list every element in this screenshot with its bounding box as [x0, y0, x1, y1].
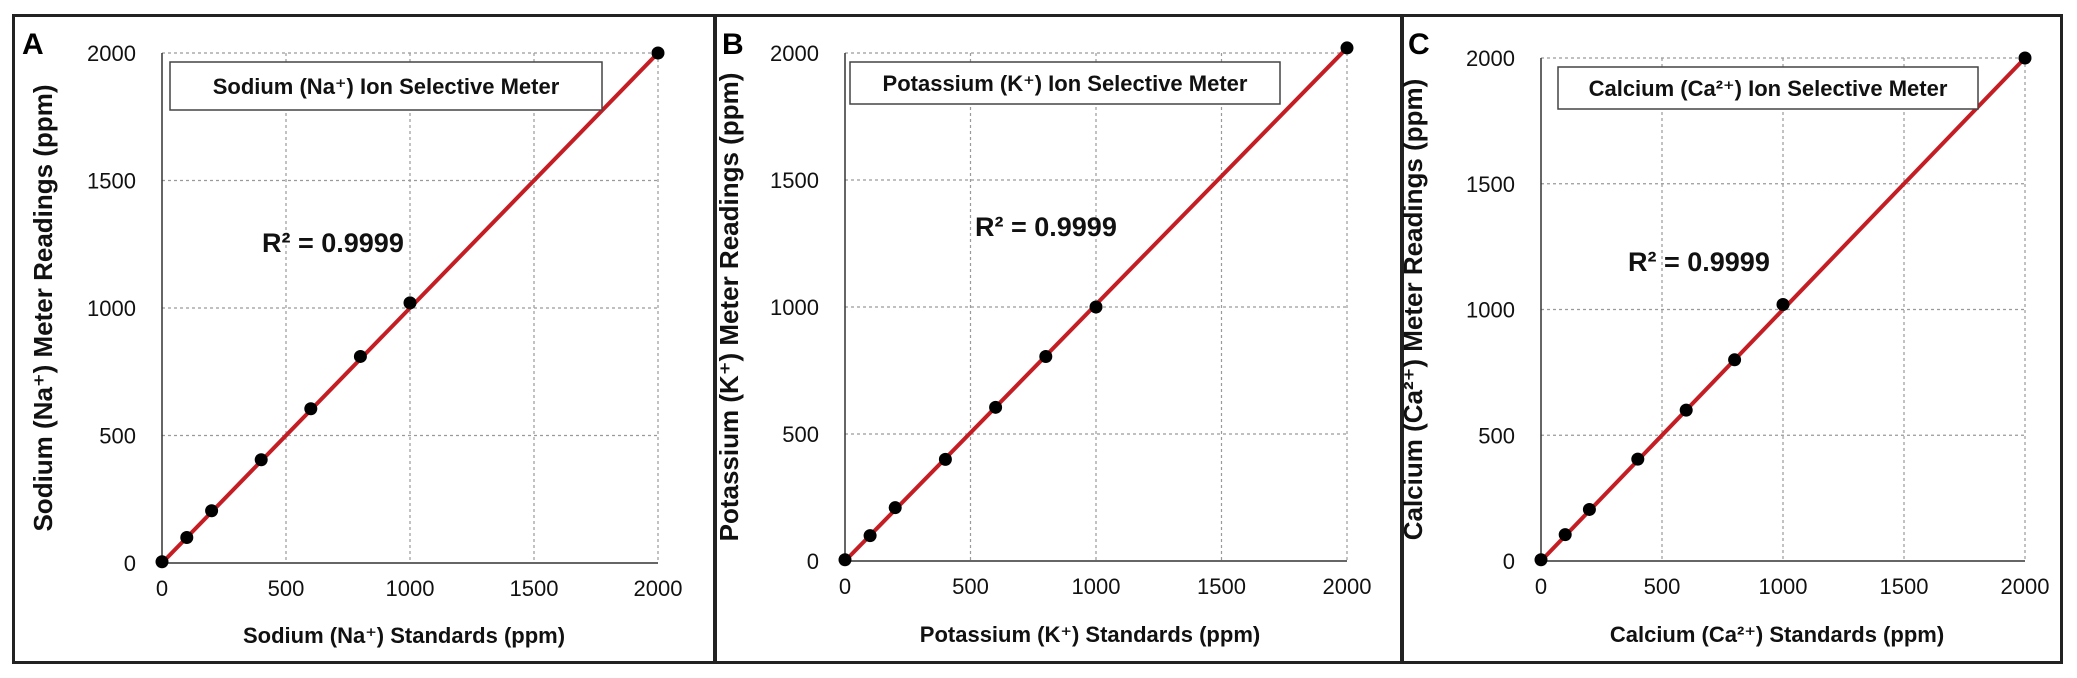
- x-tick-label: 1500: [1197, 574, 1246, 599]
- x-axis-label: Potassium (K⁺) Standards (ppm): [920, 622, 1260, 647]
- data-point: [1776, 297, 1790, 311]
- y-tick-label: 2000: [770, 41, 819, 66]
- chart-title-box: [169, 61, 603, 111]
- x-tick-label: 500: [1644, 574, 1681, 599]
- data-point: [863, 529, 877, 543]
- y-tick-label: 500: [1478, 423, 1515, 448]
- data-point: [254, 453, 268, 467]
- x-tick-label: 1000: [1072, 574, 1121, 599]
- data-point: [403, 296, 417, 310]
- data-point: [353, 349, 367, 363]
- r-squared-label: R² = 0.9999: [1628, 247, 1770, 277]
- y-axis-label: Potassium (K⁺) Meter Readings (ppm): [714, 73, 744, 542]
- data-point: [938, 452, 952, 466]
- y-tick-label: 1000: [87, 296, 136, 321]
- data-point: [1728, 353, 1742, 367]
- data-point: [989, 400, 1003, 414]
- panel-c-frame: [1401, 14, 2063, 664]
- y-axis-label: Calcium (Ca²⁺) Meter Readings (ppm): [1398, 79, 1428, 541]
- y-tick-label: 1500: [87, 169, 136, 194]
- data-point: [1558, 528, 1572, 542]
- panel-label: B: [722, 28, 744, 61]
- x-tick-label: 0: [1535, 574, 1547, 599]
- panel-label: C: [1408, 28, 1430, 61]
- data-point: [2018, 51, 2032, 65]
- r-squared-label: R² = 0.9999: [975, 212, 1117, 242]
- x-tick-label: 2000: [634, 576, 683, 601]
- x-tick-label: 1000: [386, 576, 435, 601]
- data-point: [1340, 41, 1354, 55]
- x-axis-label: Calcium (Ca²⁺) Standards (ppm): [1610, 622, 1944, 647]
- panel-label: A: [22, 28, 44, 61]
- x-tick-label: 0: [156, 576, 168, 601]
- y-tick-label: 2000: [87, 41, 136, 66]
- x-tick-label: 1500: [1880, 574, 1929, 599]
- data-point: [304, 402, 318, 416]
- x-tick-label: 500: [268, 576, 305, 601]
- data-point: [838, 553, 852, 567]
- x-tick-label: 2000: [2001, 574, 2050, 599]
- chart-title-box: [1557, 66, 1979, 110]
- data-point: [1039, 350, 1053, 364]
- x-tick-label: 0: [839, 574, 851, 599]
- x-axis-label: Sodium (Na⁺) Standards (ppm): [243, 623, 565, 648]
- x-tick-label: 2000: [1323, 574, 1372, 599]
- y-tick-label: 0: [1503, 549, 1515, 574]
- data-point: [1534, 553, 1548, 567]
- y-axis-label: Sodium (Na⁺) Meter Readings (ppm): [28, 84, 58, 531]
- y-tick-label: 1000: [1466, 298, 1515, 323]
- data-point: [1582, 502, 1596, 516]
- y-tick-label: 1000: [770, 295, 819, 320]
- data-point: [205, 504, 219, 518]
- chart-title: Potassium (K⁺) Ion Selective Meter: [883, 71, 1248, 96]
- data-point: [155, 555, 169, 569]
- x-tick-label: 1500: [510, 576, 559, 601]
- y-tick-label: 1500: [1466, 172, 1515, 197]
- y-tick-label: 500: [99, 424, 136, 449]
- data-point: [651, 46, 665, 60]
- chart-title: Calcium (Ca²⁺) Ion Selective Meter: [1589, 76, 1948, 101]
- x-tick-label: 1000: [1759, 574, 1808, 599]
- y-tick-label: 1500: [770, 168, 819, 193]
- chart-title: Sodium (Na⁺) Ion Selective Meter: [213, 74, 560, 99]
- data-point: [1631, 452, 1645, 466]
- y-tick-label: 500: [782, 422, 819, 447]
- data-point: [180, 531, 194, 544]
- data-point: [1089, 300, 1103, 314]
- r-squared-label: R² = 0.9999: [262, 228, 404, 258]
- x-tick-label: 500: [952, 574, 989, 599]
- data-point: [888, 501, 902, 515]
- y-tick-label: 0: [124, 551, 136, 576]
- data-point: [1679, 403, 1693, 417]
- y-tick-label: 2000: [1466, 46, 1515, 71]
- chart-title-box: [849, 61, 1281, 105]
- y-tick-label: 0: [807, 549, 819, 574]
